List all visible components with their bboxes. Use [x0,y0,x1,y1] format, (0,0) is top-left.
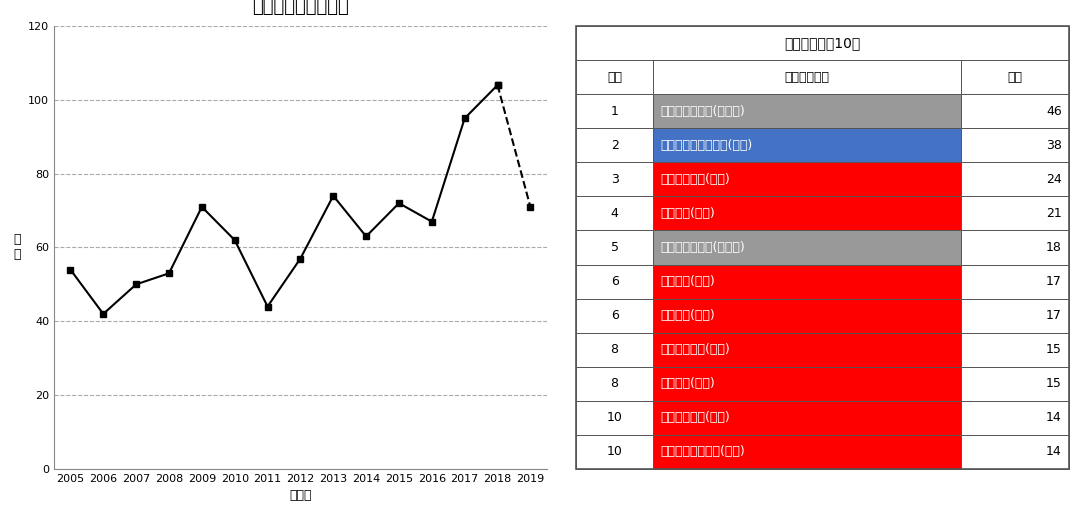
Text: 中南大学(中国): 中南大学(中国) [660,275,715,288]
Bar [652,230,961,265]
Bar [961,163,1069,196]
Bar [961,60,1069,94]
Text: 6: 6 [610,309,619,322]
Bar [577,367,652,401]
X-axis label: 発表年: 発表年 [289,489,312,502]
Text: 24: 24 [1047,173,1062,186]
Bar [961,230,1069,265]
Text: 46: 46 [1047,105,1062,118]
Text: 3: 3 [610,173,619,186]
Bar [961,265,1069,299]
Bar [577,163,652,196]
Text: 論文発表上位10者: 論文発表上位10者 [785,36,861,50]
Bar [577,265,652,299]
Bar [961,401,1069,435]
Bar [652,128,961,163]
Bar [961,332,1069,367]
Bar [961,299,1069,332]
Bar [961,435,1069,469]
Text: 4: 4 [610,207,619,220]
Bar [961,94,1069,128]
Text: 件数: 件数 [1008,71,1023,84]
Text: 華東理工大学(中国): 華東理工大学(中国) [660,173,730,186]
Bar [652,435,961,469]
Bar [961,196,1069,230]
Text: 5: 5 [610,241,619,254]
Text: 清華大学(中国): 清華大学(中国) [660,377,715,390]
Text: インド工科大学(インド): インド工科大学(インド) [660,241,745,254]
Text: 順位: 順位 [607,71,622,84]
Text: 14: 14 [1047,445,1062,458]
Bar [577,196,652,230]
Bar [577,94,652,128]
Text: 東北大学(中国): 東北大学(中国) [660,309,715,322]
Bar [577,60,652,94]
Text: 6: 6 [610,275,619,288]
Bar [577,332,652,367]
Text: 17: 17 [1045,309,1062,322]
Bar [577,128,652,163]
Bar [652,265,961,299]
Text: カリフォルニア大学(米国): カリフォルニア大学(米国) [660,139,753,152]
Text: アルバータ大学(カナダ): アルバータ大学(カナダ) [660,105,745,118]
Text: ハルビン工業大学(中国): ハルビン工業大学(中国) [660,445,745,458]
Text: 10: 10 [607,445,622,458]
Text: 15: 15 [1045,377,1062,390]
Bar [652,299,961,332]
Title: 論文発表件数の推移: 論文発表件数の推移 [252,0,349,16]
Bar [961,128,1069,163]
Text: 38: 38 [1045,139,1062,152]
Text: 14: 14 [1047,411,1062,424]
Text: 10: 10 [607,411,622,424]
Y-axis label: 件
数: 件 数 [13,233,21,262]
Bar [577,230,652,265]
Text: 著者所属機関: 著者所属機関 [784,71,829,84]
Text: 15: 15 [1045,343,1062,356]
Text: 2: 2 [610,139,619,152]
Bar [577,435,652,469]
Text: 18: 18 [1045,241,1062,254]
Bar [577,299,652,332]
Text: 上海交通大学(中国): 上海交通大学(中国) [660,343,730,356]
Text: 北京化工大学(中国): 北京化工大学(中国) [660,411,730,424]
Text: 17: 17 [1045,275,1062,288]
Bar [961,367,1069,401]
Text: 浙江大学(中国): 浙江大学(中国) [660,207,715,220]
Bar [652,332,961,367]
Bar [577,401,652,435]
Text: 8: 8 [610,377,619,390]
Bar [652,94,961,128]
Text: 21: 21 [1047,207,1062,220]
Bar [652,196,961,230]
Bar [577,26,1069,60]
Bar [652,401,961,435]
Bar [652,60,961,94]
Text: 1: 1 [610,105,619,118]
Text: 8: 8 [610,343,619,356]
Bar [652,163,961,196]
Bar [652,367,961,401]
